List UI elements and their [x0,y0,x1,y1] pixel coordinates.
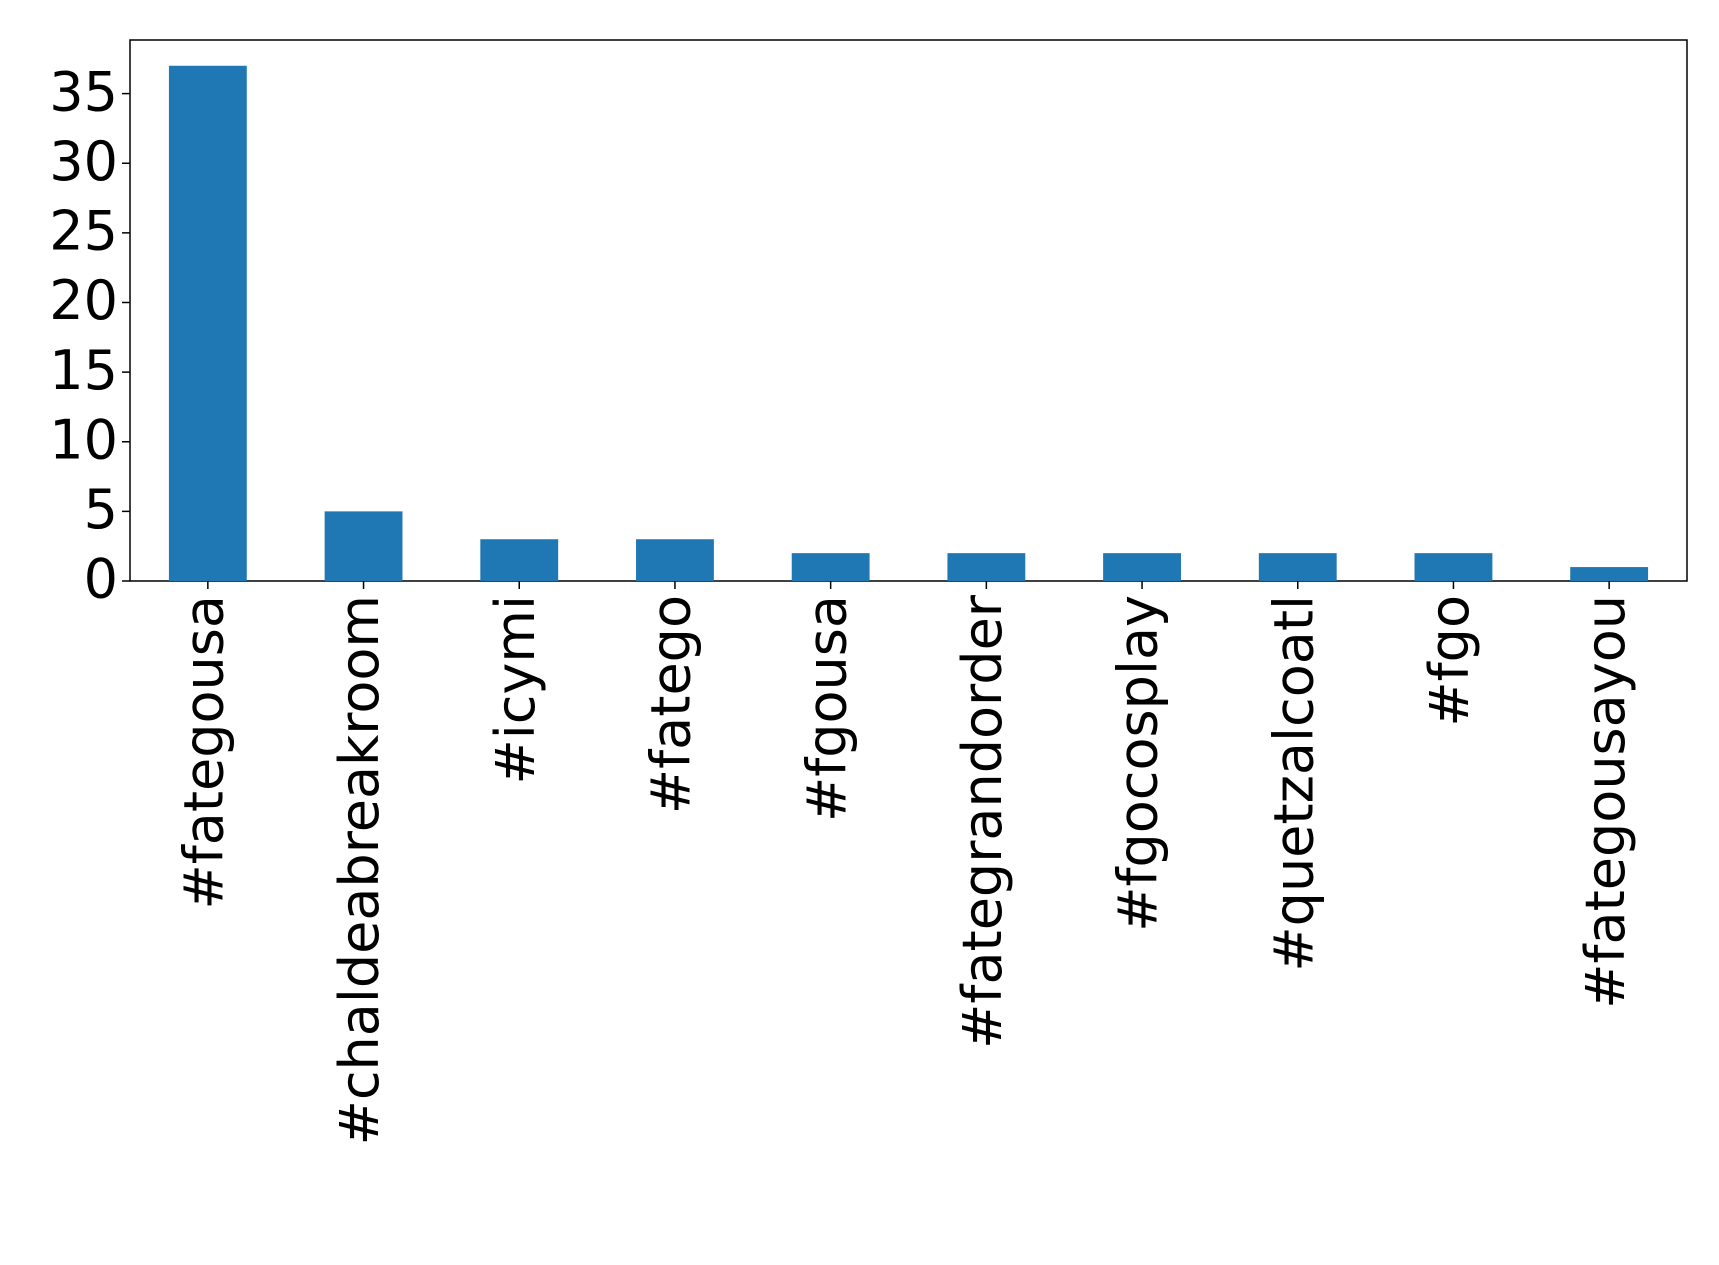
y-tick-label: 30 [49,130,118,193]
bar [636,539,714,581]
bar [1258,553,1337,581]
y-tick-label: 25 [49,200,118,263]
y-tick-label: 0 [84,548,118,611]
y-tick-label: 20 [49,269,118,332]
bar [1570,567,1649,581]
x-tick-label: #fategousa [172,595,235,910]
x-tick-label: #fatego [640,595,703,814]
bar [1103,553,1181,581]
y-tick-label: 10 [49,408,118,471]
y-tick-label: 15 [49,339,118,402]
bar [947,553,1026,581]
plot-frame [129,39,1688,582]
x-tick-label: #fgo [1418,595,1481,727]
y-tick-label: 5 [84,478,118,541]
bar [168,65,247,581]
bar [791,553,870,581]
x-tick-label: #icymi [484,595,547,785]
bar [324,511,403,581]
x-tick-label: #fategousayou [1574,595,1637,1009]
x-tick-label: #chaldeabreakroom [328,595,391,1145]
bar [1414,553,1493,581]
bar [480,539,559,581]
x-tick-label: #fgousa [795,595,858,822]
y-tick-label: 35 [49,60,118,123]
x-tick-label: #quetzalcoatl [1262,595,1325,972]
x-tick-label: #fategrandorder [951,594,1014,1049]
x-tick-label: #fgocosplay [1107,595,1170,932]
